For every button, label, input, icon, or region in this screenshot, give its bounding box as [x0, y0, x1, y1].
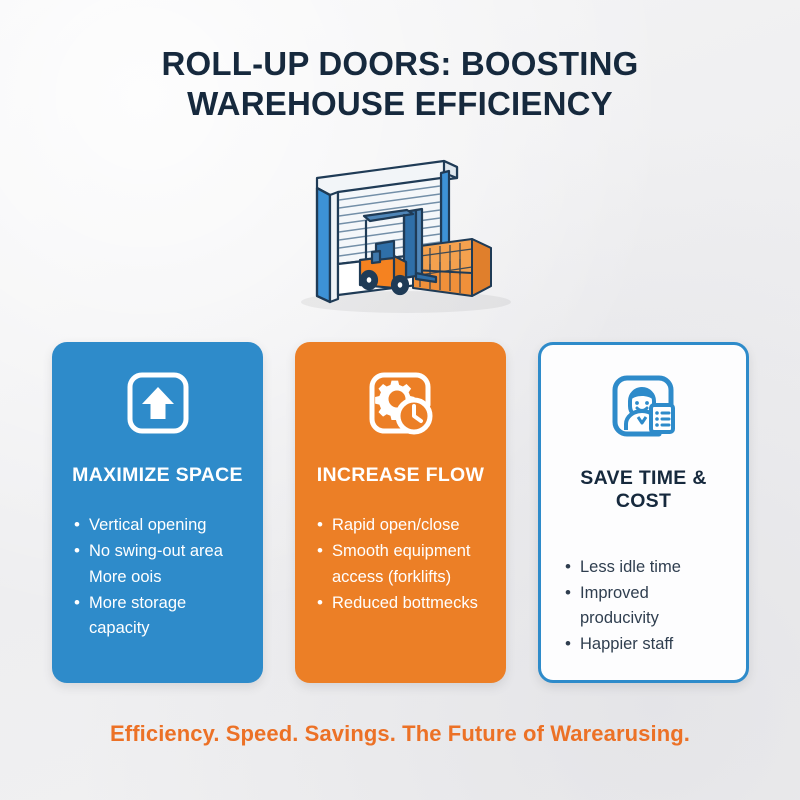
card-bullet-list: Rapid open/close Smooth equipment access… — [309, 512, 492, 616]
hero-illustration — [276, 152, 526, 317]
list-item: Less idle time — [565, 554, 730, 580]
list-item: Happier staff — [565, 631, 730, 657]
card-title: INCREASE FLOW — [316, 464, 485, 486]
list-item: Reduced bottmecks — [317, 590, 490, 616]
list-item: No swing-out area — [74, 538, 247, 564]
card-title: MAXIMIZE SPACE — [72, 464, 243, 486]
list-item: More oois — [89, 568, 162, 586]
card-bullet-list: Vertical opening No swing-out area More … — [66, 512, 249, 641]
tagline-text: Efficiency. Speed. Savings. The Future o… — [110, 721, 690, 746]
list-item: More storage capacity — [74, 590, 247, 641]
list-item: Smooth equipment — [317, 538, 490, 564]
footer-tagline: Efficiency. Speed. Savings. The Future o… — [0, 721, 800, 747]
card-increase-flow[interactable]: INCREASE FLOW Rapid open/close Smooth eq… — [295, 342, 506, 683]
card-maximize-space[interactable]: MAXIMIZE SPACE Vertical opening No swing… — [52, 342, 263, 683]
page-title: ROLL-UP DOORS: BOOSTING WAREHOUSE EFFICI… — [0, 44, 800, 124]
title-line-1: ROLL-UP DOORS: BOOSTING — [161, 45, 639, 82]
arrow-up-in-square-icon — [66, 342, 249, 438]
list-item: access (forklifts) — [332, 568, 452, 586]
list-item: Vertical opening — [74, 512, 247, 538]
card-bullet-list: Less idle time Improved producivity Happ… — [555, 554, 732, 657]
benefit-cards: MAXIMIZE SPACE Vertical opening No swing… — [52, 342, 749, 683]
card-save-time-and-cost[interactable]: SAVE TIME & COST Less idle time Improved… — [538, 342, 749, 683]
card-title: SAVE TIME & COST — [580, 467, 707, 512]
list-item: Rapid open/close — [317, 512, 490, 538]
list-item: Improved producivity — [565, 580, 730, 631]
title-line-2: WAREHOUSE EFFICIENCY — [187, 85, 613, 122]
gear-with-clock-icon — [309, 342, 492, 438]
worker-with-checklist-icon — [555, 345, 732, 441]
